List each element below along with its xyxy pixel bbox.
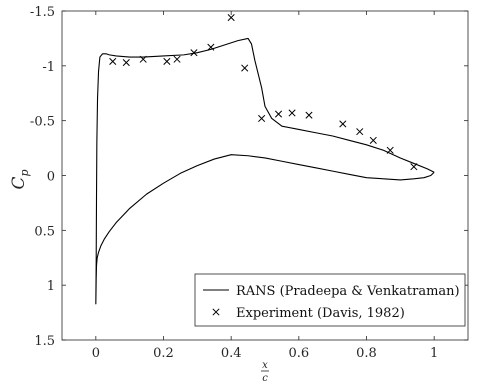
- y-axis-label: Cp: [9, 169, 31, 189]
- x-tick-label: 0.2: [153, 346, 174, 361]
- x-axis-label-numerator: x: [262, 360, 268, 371]
- experiment-point: [227, 14, 235, 22]
- legend-marker-swatch: [212, 308, 220, 316]
- y-tick-label: 1.5: [34, 334, 55, 349]
- experiment-point: [339, 120, 347, 128]
- experiment-point: [258, 114, 266, 123]
- legend-label-experiment: Experiment (Davis, 1982): [236, 306, 405, 321]
- experiment-point: [139, 55, 147, 63]
- x-axis-label-denominator: c: [262, 373, 268, 384]
- x-tick-label: 0.6: [288, 346, 309, 361]
- y-tick-label: -1: [42, 60, 55, 75]
- experiment-point: [173, 55, 181, 63]
- experiment-point: [369, 136, 377, 144]
- experiment-point: [207, 43, 215, 51]
- y-tick-label: -0.5: [30, 115, 55, 130]
- experiment-point: [386, 146, 394, 154]
- experiment-point: [274, 110, 283, 118]
- y-tick-label: 0.5: [34, 224, 55, 239]
- legend-box: [194, 273, 466, 327]
- experiment-point: [109, 57, 117, 66]
- experiment-point: [305, 111, 313, 119]
- series-line-rans: [95, 37, 435, 305]
- x-tick-label: 0: [92, 346, 100, 361]
- experiment-point: [163, 57, 171, 66]
- y-tick-label: 1: [47, 279, 55, 294]
- y-axis-label-base: C: [9, 177, 29, 190]
- x-tick-label: 0.8: [356, 346, 377, 361]
- experiment-point: [288, 109, 296, 117]
- x-tick-label: 0.4: [221, 346, 242, 361]
- experiment-point: [241, 64, 249, 72]
- y-axis-label-subscript: p: [18, 169, 31, 176]
- y-tick-label: 0: [47, 170, 55, 185]
- x-tick-label: 1: [430, 346, 438, 361]
- experiment-point: [190, 49, 198, 57]
- experiment-point: [410, 163, 418, 171]
- experiment-point: [122, 58, 130, 67]
- y-tick-label: -1.5: [30, 5, 55, 20]
- legend-label-rans: RANS (Pradeepa & Venkatraman): [236, 284, 460, 299]
- experiment-point: [356, 128, 364, 136]
